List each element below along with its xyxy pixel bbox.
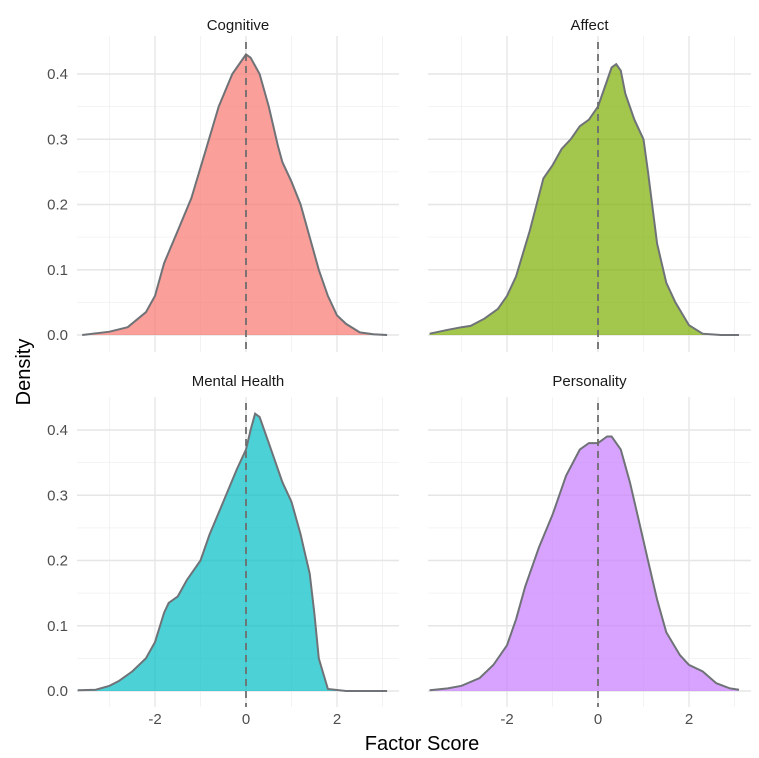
x-tick-label: -2: [148, 711, 161, 728]
y-tick-label: 0.3: [47, 487, 68, 504]
density-area: [429, 64, 740, 335]
density-area: [82, 54, 388, 336]
density-area: [77, 413, 388, 691]
panel-personality: Personality -2 0 2: [428, 373, 751, 728]
y-axis-title: Density: [13, 339, 35, 406]
y-tick-label: 0.1: [47, 262, 68, 279]
facet-label: Cognitive: [207, 17, 270, 34]
x-tick-label: 0: [594, 711, 602, 728]
panel-cognitive: Cognitive 0.0 0.1 0.2 0.3 0.4: [47, 17, 399, 352]
y-tick-label: 0.0: [47, 327, 68, 344]
y-tick-label: 0.3: [47, 131, 68, 148]
facet-label: Personality: [552, 373, 627, 390]
panel-mental-health: Mental Health 0.0 0.1 0.2 0.3 0.4 -2 0 2: [47, 373, 399, 728]
facet-panels: Cognitive 0.0 0.1 0.2 0.3 0.4 Affect Mental Hea…: [47, 17, 751, 728]
panel-affect: Affect: [428, 17, 751, 352]
density-curve: [429, 435, 740, 692]
x-axis-title: Factor Score: [365, 733, 479, 755]
x-tick-label: 0: [242, 711, 250, 728]
density-curve: [82, 52, 388, 336]
y-tick-label: 0.2: [47, 553, 68, 570]
y-tick-label: 0.4: [47, 422, 68, 439]
facet-label: Mental Health: [192, 373, 285, 390]
density-curve: [77, 412, 388, 692]
y-tick-label: 0.1: [47, 618, 68, 635]
y-tick-label: 0.4: [47, 66, 68, 83]
y-tick-label: 0.0: [47, 683, 68, 700]
y-tick-label: 0.2: [47, 197, 68, 214]
density-area: [429, 436, 740, 691]
facet-label: Affect: [570, 17, 609, 34]
x-tick-label: 2: [685, 711, 693, 728]
x-tick-label: 2: [333, 711, 341, 728]
x-tick-label: -2: [500, 711, 513, 728]
